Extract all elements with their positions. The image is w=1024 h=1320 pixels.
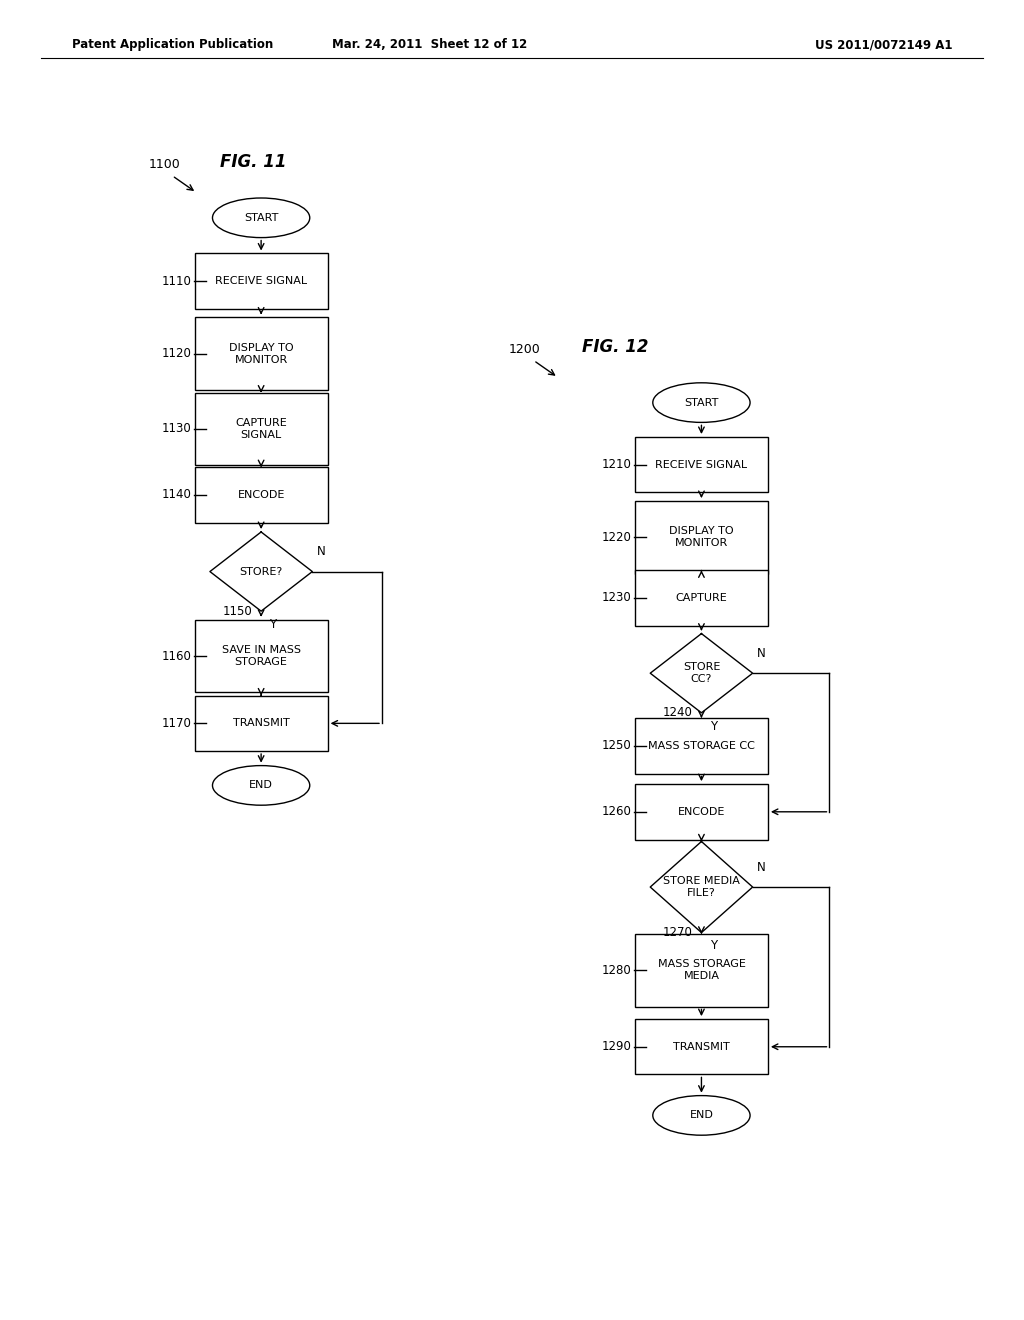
FancyBboxPatch shape — [195, 696, 328, 751]
Polygon shape — [210, 532, 312, 611]
Text: 1120: 1120 — [162, 347, 191, 360]
Text: 1240: 1240 — [663, 706, 692, 719]
Text: RECEIVE SIGNAL: RECEIVE SIGNAL — [655, 459, 748, 470]
Text: Y: Y — [710, 940, 717, 952]
Text: 1200: 1200 — [509, 343, 541, 356]
Text: Y: Y — [269, 618, 276, 631]
Text: N: N — [316, 545, 326, 558]
FancyBboxPatch shape — [195, 317, 328, 391]
Text: N: N — [757, 647, 766, 660]
Text: 1220: 1220 — [602, 531, 632, 544]
Text: FIG. 12: FIG. 12 — [582, 338, 648, 356]
Text: US 2011/0072149 A1: US 2011/0072149 A1 — [815, 38, 952, 51]
Text: 1290: 1290 — [602, 1040, 632, 1053]
Text: STORE
CC?: STORE CC? — [683, 663, 720, 684]
FancyBboxPatch shape — [195, 467, 328, 523]
Text: 1100: 1100 — [148, 158, 180, 172]
FancyBboxPatch shape — [635, 570, 768, 626]
Text: START: START — [244, 213, 279, 223]
Text: DISPLAY TO
MONITOR: DISPLAY TO MONITOR — [669, 527, 734, 548]
Text: 1130: 1130 — [162, 422, 191, 436]
FancyBboxPatch shape — [635, 500, 768, 573]
Text: 1280: 1280 — [602, 964, 632, 977]
Text: END: END — [249, 780, 273, 791]
Text: Mar. 24, 2011  Sheet 12 of 12: Mar. 24, 2011 Sheet 12 of 12 — [333, 38, 527, 51]
Text: TRANSMIT: TRANSMIT — [232, 718, 290, 729]
Text: 1210: 1210 — [602, 458, 632, 471]
Text: CAPTURE
SIGNAL: CAPTURE SIGNAL — [236, 418, 287, 440]
Text: FIG. 11: FIG. 11 — [220, 153, 287, 172]
Ellipse shape — [213, 766, 309, 805]
Text: Y: Y — [710, 719, 717, 733]
Text: N: N — [757, 861, 766, 874]
Text: MASS STORAGE
MEDIA: MASS STORAGE MEDIA — [657, 960, 745, 981]
Text: ENCODE: ENCODE — [678, 807, 725, 817]
FancyBboxPatch shape — [195, 253, 328, 309]
Text: 1270: 1270 — [663, 927, 692, 939]
Text: ENCODE: ENCODE — [238, 490, 285, 500]
Text: 1250: 1250 — [602, 739, 632, 752]
Text: 1140: 1140 — [162, 488, 191, 502]
Text: MASS STORAGE CC: MASS STORAGE CC — [648, 741, 755, 751]
Text: 1170: 1170 — [162, 717, 191, 730]
Text: STORE MEDIA
FILE?: STORE MEDIA FILE? — [663, 876, 740, 898]
Text: DISPLAY TO
MONITOR: DISPLAY TO MONITOR — [228, 343, 294, 364]
Text: 1160: 1160 — [162, 649, 191, 663]
Text: RECEIVE SIGNAL: RECEIVE SIGNAL — [215, 276, 307, 286]
FancyBboxPatch shape — [635, 784, 768, 840]
FancyBboxPatch shape — [195, 620, 328, 692]
Text: 1260: 1260 — [602, 805, 632, 818]
Text: Patent Application Publication: Patent Application Publication — [72, 38, 273, 51]
Text: TRANSMIT: TRANSMIT — [673, 1041, 730, 1052]
FancyBboxPatch shape — [195, 392, 328, 465]
FancyBboxPatch shape — [635, 718, 768, 774]
Polygon shape — [650, 842, 753, 932]
FancyBboxPatch shape — [635, 437, 768, 492]
Text: CAPTURE: CAPTURE — [676, 593, 727, 603]
FancyBboxPatch shape — [635, 1019, 768, 1074]
Text: 1110: 1110 — [162, 275, 191, 288]
Ellipse shape — [653, 1096, 750, 1135]
Text: END: END — [689, 1110, 714, 1121]
Text: 1230: 1230 — [602, 591, 632, 605]
Text: SAVE IN MASS
STORAGE: SAVE IN MASS STORAGE — [221, 645, 301, 667]
Text: STORE?: STORE? — [240, 566, 283, 577]
Text: START: START — [684, 397, 719, 408]
Ellipse shape — [213, 198, 309, 238]
FancyBboxPatch shape — [635, 935, 768, 1006]
Text: 1150: 1150 — [222, 605, 252, 618]
Ellipse shape — [653, 383, 750, 422]
Polygon shape — [650, 634, 753, 713]
